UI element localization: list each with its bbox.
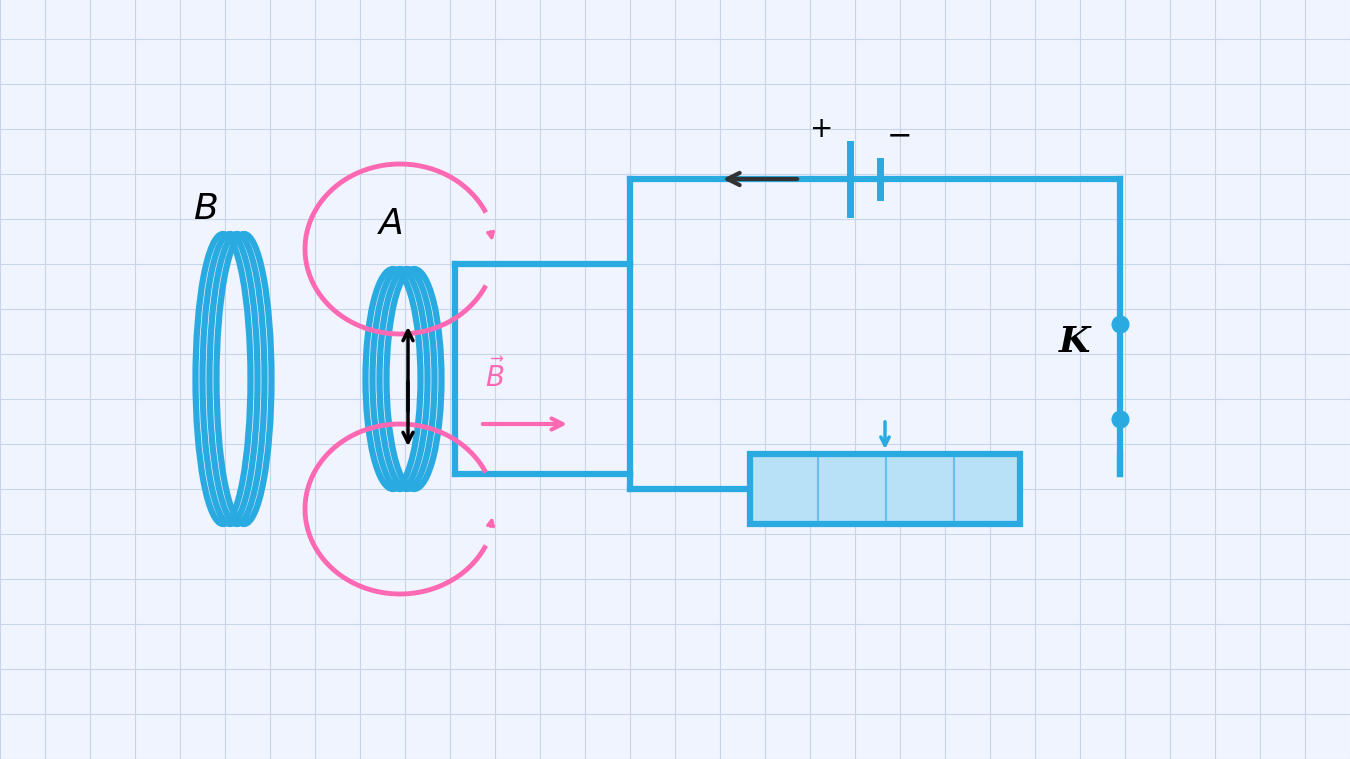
FancyBboxPatch shape bbox=[751, 454, 1021, 524]
Text: K: K bbox=[1060, 325, 1091, 358]
Text: +: + bbox=[810, 115, 834, 143]
Text: −: − bbox=[887, 121, 913, 150]
Text: $B$: $B$ bbox=[193, 192, 217, 226]
Text: $\vec{B}$: $\vec{B}$ bbox=[485, 359, 505, 393]
Text: $A$: $A$ bbox=[377, 207, 404, 241]
